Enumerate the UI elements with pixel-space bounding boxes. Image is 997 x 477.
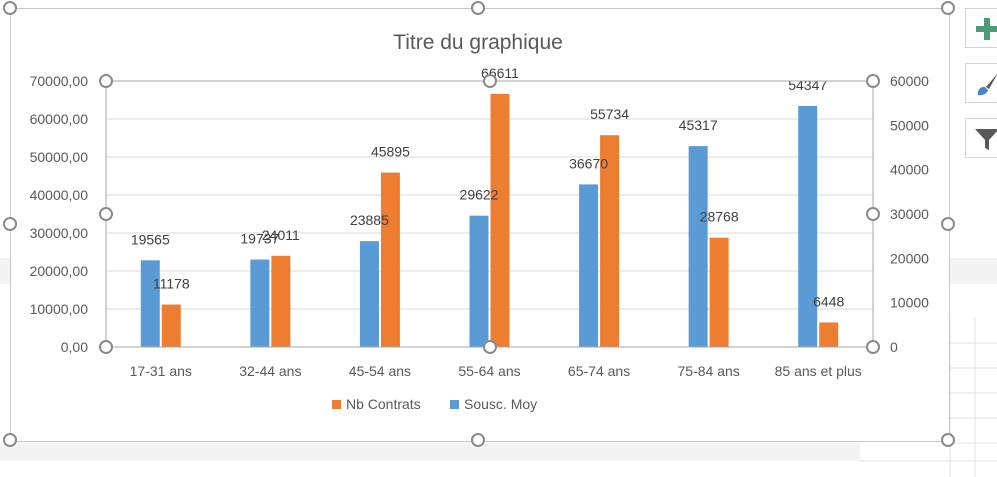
resize-handle[interactable] <box>3 1 17 15</box>
plot-area-handle[interactable] <box>99 207 113 221</box>
right-tick-label: 50000 <box>890 117 929 133</box>
category-label: 32-44 ans <box>239 363 301 379</box>
left-tick-label: 20000,00 <box>30 263 89 279</box>
chart-filters-button[interactable] <box>965 118 997 158</box>
category-label: 17-31 ans <box>130 363 192 379</box>
data-label: 6448 <box>813 293 844 309</box>
right-tick-label: 10000 <box>890 295 929 311</box>
data-label: 36670 <box>569 155 608 171</box>
bar-sousc-moy[interactable] <box>798 106 818 347</box>
legend-label: Nb Contrats <box>346 396 421 412</box>
bar-sousc-moy[interactable] <box>359 241 379 347</box>
category-label: 85 ans et plus <box>775 363 862 379</box>
bar-sousc-moy[interactable] <box>250 259 270 347</box>
bar-nb-contrats[interactable] <box>271 255 291 347</box>
plot-area-handle[interactable] <box>866 74 880 88</box>
bar-sousc-moy[interactable] <box>688 146 708 347</box>
data-label: 28768 <box>700 209 739 225</box>
left-tick-label: 60000,00 <box>30 111 89 127</box>
resize-handle[interactable] <box>3 217 17 231</box>
legend-swatch <box>450 400 459 409</box>
left-axis-ticks: 0,00 10000,00 20000,00 30000,00 40000,00 5000… <box>30 73 89 355</box>
bar-sousc-moy[interactable] <box>469 215 489 347</box>
resize-handle[interactable] <box>941 433 955 447</box>
filter-icon <box>975 129 997 150</box>
legend-label: Sousc. Moy <box>464 396 537 412</box>
data-label: 24011 <box>262 227 300 243</box>
data-label: 11178 <box>153 276 190 292</box>
resize-handle[interactable] <box>941 217 955 231</box>
data-label: 19737 <box>240 231 279 247</box>
bar-nb-contrats[interactable] <box>600 135 620 347</box>
gridlines <box>106 80 873 348</box>
category-label: 55-64 ans <box>458 363 520 379</box>
category-label: 65-74 ans <box>568 363 630 379</box>
data-label: 23885 <box>350 212 389 228</box>
plot-area-handle[interactable] <box>99 74 113 88</box>
data-label: 54347 <box>788 77 827 93</box>
data-label: 45895 <box>371 144 410 160</box>
right-tick-label: 0 <box>890 339 898 355</box>
selection-handles[interactable] <box>3 1 955 447</box>
left-tick-label: 30000,00 <box>30 225 89 241</box>
left-tick-label: 70000,00 <box>30 73 89 89</box>
resize-handle[interactable] <box>941 1 955 15</box>
plot-area-handle[interactable] <box>483 340 497 354</box>
right-tick-label: 30000 <box>890 206 929 222</box>
bars[interactable] <box>140 93 839 347</box>
bar-nb-contrats[interactable] <box>490 93 510 347</box>
legend[interactable]: Nb Contrats Sousc. Moy <box>332 396 537 412</box>
resize-handle[interactable] <box>3 433 17 447</box>
category-labels: 17-31 ans 32-44 ans 45-54 ans 55-64 ans 65-7… <box>130 363 862 379</box>
plot-area-handle[interactable] <box>483 74 497 88</box>
bar-sousc-moy[interactable] <box>140 260 160 347</box>
plot-area-handle[interactable] <box>866 340 880 354</box>
left-tick-label: 50000,00 <box>30 149 89 165</box>
bar-nb-contrats[interactable] <box>161 304 181 347</box>
right-tick-label: 60000 <box>890 73 929 89</box>
data-label: 45317 <box>679 117 718 133</box>
data-label: 29622 <box>460 187 499 203</box>
plot-area-handle[interactable] <box>99 340 113 354</box>
data-label: 55734 <box>590 106 629 122</box>
chart-title[interactable]: Titre du graphique <box>393 31 563 54</box>
paintbrush-icon <box>977 74 997 96</box>
left-tick-label: 0,00 <box>61 339 88 355</box>
left-tick-label: 40000,00 <box>30 187 89 203</box>
chart-elements-button[interactable] <box>965 8 997 48</box>
data-label: 19565 <box>131 231 170 247</box>
right-tick-label: 40000 <box>890 162 929 178</box>
bar-nb-contrats[interactable] <box>380 172 400 347</box>
right-tick-label: 20000 <box>890 250 929 266</box>
category-label: 75-84 ans <box>678 363 740 379</box>
plot-area-handle[interactable] <box>866 207 880 221</box>
legend-swatch <box>332 400 341 409</box>
plus-icon <box>976 18 997 40</box>
plot-area-border <box>105 80 874 348</box>
category-label: 45-54 ans <box>349 363 411 379</box>
bar-sousc-moy[interactable] <box>579 184 599 347</box>
chart-styles-button[interactable] <box>965 63 997 103</box>
left-tick-label: 10000,00 <box>30 301 89 317</box>
bar-nb-contrats[interactable] <box>819 322 839 347</box>
bar-nb-contrats[interactable] <box>709 237 729 347</box>
resize-handle[interactable] <box>471 1 485 15</box>
right-axis-ticks: 0 10000 20000 30000 40000 50000 60000 <box>890 73 929 355</box>
resize-handle[interactable] <box>471 433 485 447</box>
